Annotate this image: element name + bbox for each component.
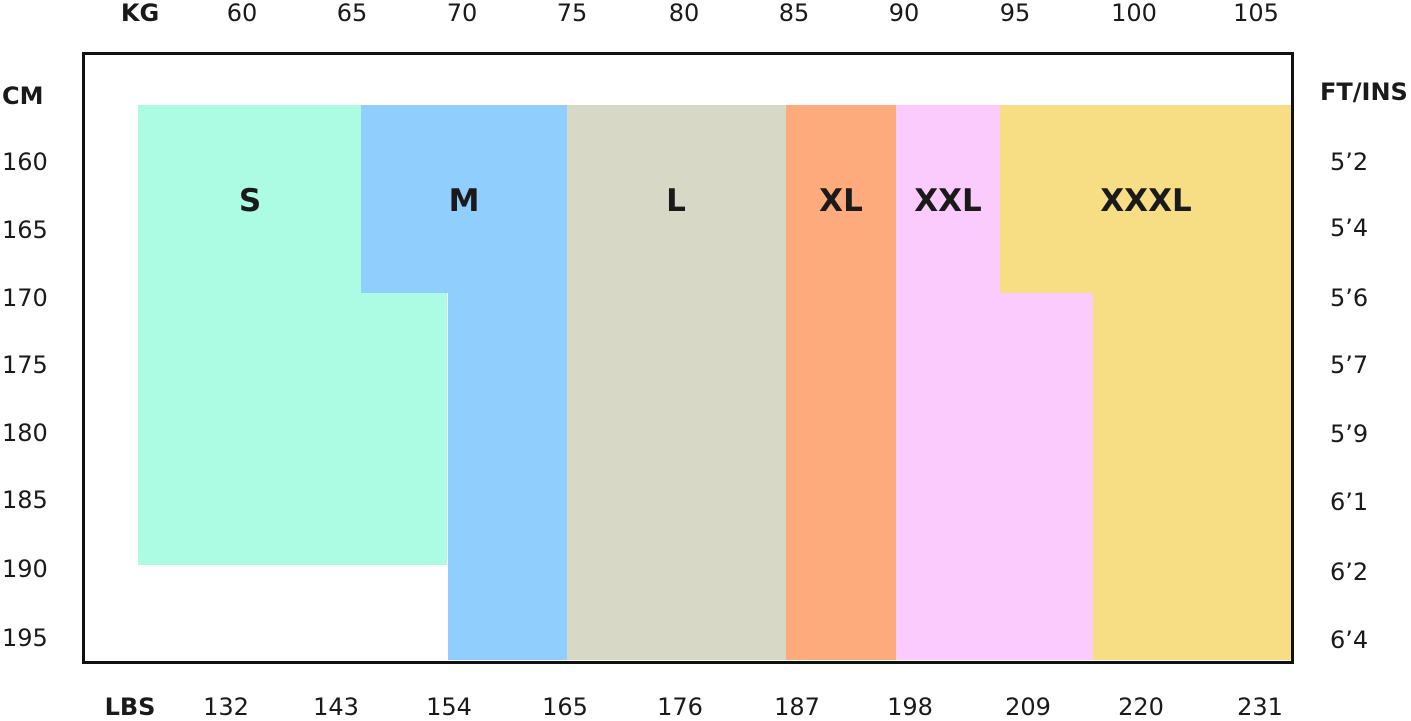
size-region-xxl	[896, 293, 1093, 660]
cm-tick: 195	[2, 624, 48, 652]
lbs-tick: 209	[1005, 693, 1051, 721]
lbs-tick: 176	[657, 693, 703, 721]
ftins-axis-label: FT/INS	[1320, 78, 1408, 106]
kg-tick: 80	[668, 0, 700, 27]
lbs-tick: 187	[774, 693, 820, 721]
cm-tick: 180	[2, 419, 48, 447]
cm-tick: 165	[2, 216, 48, 244]
lbs-tick: 198	[887, 693, 933, 721]
size-region-xxl	[896, 105, 1000, 293]
kg-tick: 100	[1111, 0, 1157, 27]
cm-tick: 185	[2, 486, 48, 514]
kg-tick: 75	[556, 0, 588, 27]
cm-tick: 170	[2, 284, 48, 312]
size-region-s	[138, 293, 447, 565]
size-region-s	[138, 105, 361, 293]
size-label-xl: XL	[819, 183, 863, 219]
size-label-m: M	[448, 183, 480, 219]
size-label-xxl: XXL	[914, 183, 982, 219]
size-label-l: L	[666, 183, 686, 219]
lbs-tick: 220	[1118, 693, 1164, 721]
ftins-tick: 6’2	[1330, 558, 1369, 586]
kg-axis-label: KG	[120, 0, 160, 27]
size-chart-frame: S M L XL XXL XXXL	[82, 52, 1294, 664]
ftins-tick: 6’1	[1330, 488, 1369, 516]
size-region-xxxl	[1000, 105, 1291, 293]
ftins-tick: 5’9	[1330, 420, 1369, 448]
cm-tick: 160	[2, 148, 48, 176]
lbs-tick: 165	[542, 693, 588, 721]
lbs-tick: 154	[426, 693, 472, 721]
size-label-xxxl: XXXL	[1100, 183, 1192, 219]
lbs-tick: 143	[313, 693, 359, 721]
kg-tick: 105	[1233, 0, 1279, 27]
ftins-tick: 6’4	[1330, 626, 1369, 654]
ftins-tick: 5’2	[1330, 148, 1369, 176]
kg-tick: 70	[446, 0, 478, 27]
ftins-tick: 5’6	[1330, 284, 1369, 312]
lbs-axis-label: LBS	[104, 693, 156, 721]
kg-tick: 85	[778, 0, 810, 27]
kg-tick: 90	[888, 0, 920, 27]
size-region-l	[567, 105, 786, 660]
lbs-tick: 132	[203, 693, 249, 721]
size-region-m	[448, 293, 567, 660]
ftins-tick: 5’4	[1330, 214, 1369, 242]
size-region-xl	[786, 105, 897, 660]
cm-tick: 175	[2, 351, 48, 379]
lbs-tick: 231	[1237, 693, 1283, 721]
cm-tick: 190	[2, 555, 48, 583]
size-label-s: S	[238, 183, 262, 219]
size-region-m	[361, 105, 567, 293]
size-region-xxxl	[1093, 293, 1291, 660]
kg-tick: 60	[226, 0, 258, 27]
kg-tick: 95	[999, 0, 1031, 27]
kg-tick: 65	[336, 0, 368, 27]
ftins-tick: 5’7	[1330, 351, 1369, 379]
cm-axis-label: CM	[2, 82, 44, 110]
